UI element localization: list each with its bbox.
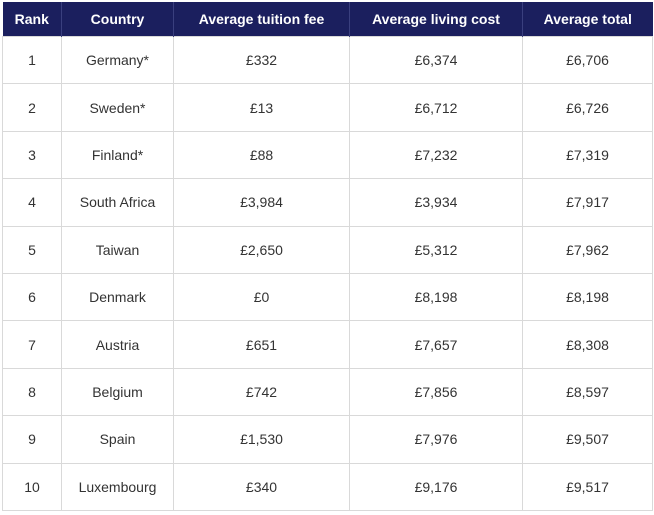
cell-country: Sweden*	[61, 83, 174, 132]
header-country: Country	[61, 2, 174, 37]
header-rank: Rank	[2, 2, 62, 37]
table-row: 1 Germany* £332 £6,374 £6,706	[2, 35, 653, 85]
cell-total: £6,706	[522, 35, 653, 85]
cell-country: Spain	[61, 415, 174, 464]
table-row: 4 South Africa £3,984 £3,934 £7,917	[2, 178, 653, 227]
cell-country: Belgium	[61, 367, 174, 417]
cell-rank: 1	[2, 35, 62, 85]
cell-rank: 8	[2, 367, 62, 417]
cell-total: £7,917	[522, 178, 653, 227]
cell-living-cost: £7,856	[349, 367, 523, 417]
table-row: 3 Finland* £88 £7,232 £7,319	[2, 130, 653, 180]
table-row: 5 Taiwan £2,650 £5,312 £7,962	[2, 225, 653, 274]
cell-rank: 10	[2, 462, 62, 511]
header-total: Average total	[522, 2, 653, 37]
cell-tuition: £3,984	[173, 178, 350, 227]
header-tuition: Average tuition fee	[173, 2, 350, 37]
cell-tuition: £340	[173, 462, 350, 511]
cell-tuition: £1,530	[173, 415, 350, 464]
cell-country: Luxembourg	[61, 462, 174, 511]
cell-living-cost: £9,176	[349, 462, 523, 511]
cell-country: South Africa	[61, 178, 174, 227]
cell-living-cost: £7,232	[349, 130, 523, 180]
cell-total: £9,517	[522, 462, 653, 511]
cell-country: Denmark	[61, 272, 174, 322]
cell-living-cost: £5,312	[349, 225, 523, 274]
cell-living-cost: £6,374	[349, 35, 523, 85]
cell-tuition: £332	[173, 35, 350, 85]
cell-rank: 6	[2, 272, 62, 322]
table-row: 7 Austria £651 £7,657 £8,308	[2, 320, 653, 369]
cell-total: £8,308	[522, 320, 653, 369]
cell-living-cost: £6,712	[349, 83, 523, 132]
table-header-row: Rank Country Average tuition fee Average…	[2, 2, 653, 37]
cell-tuition: £88	[173, 130, 350, 180]
cell-rank: 4	[2, 178, 62, 227]
cell-total: £7,962	[522, 225, 653, 274]
cell-total: £7,319	[522, 130, 653, 180]
cell-country: Taiwan	[61, 225, 174, 274]
cell-rank: 7	[2, 320, 62, 369]
table-row: 2 Sweden* £13 £6,712 £6,726	[2, 83, 653, 132]
cell-living-cost: £7,976	[349, 415, 523, 464]
cell-rank: 3	[2, 130, 62, 180]
table-row: 10 Luxembourg £340 £9,176 £9,517	[2, 462, 653, 511]
cell-total: £8,198	[522, 272, 653, 322]
cell-tuition: £13	[173, 83, 350, 132]
cell-rank: 9	[2, 415, 62, 464]
cell-country: Germany*	[61, 35, 174, 85]
table-body: 1 Germany* £332 £6,374 £6,706 2 Sweden* …	[2, 35, 653, 511]
cell-tuition: £0	[173, 272, 350, 322]
cell-country: Austria	[61, 320, 174, 369]
cell-tuition: £742	[173, 367, 350, 417]
cell-total: £9,507	[522, 415, 653, 464]
cell-rank: 5	[2, 225, 62, 274]
table-row: 9 Spain £1,530 £7,976 £9,507	[2, 415, 653, 464]
cell-rank: 2	[2, 83, 62, 132]
cell-total: £6,726	[522, 83, 653, 132]
cell-country: Finland*	[61, 130, 174, 180]
cell-tuition: £2,650	[173, 225, 350, 274]
table-row: 6 Denmark £0 £8,198 £8,198	[2, 272, 653, 322]
cell-living-cost: £3,934	[349, 178, 523, 227]
table-row: 8 Belgium £742 £7,856 £8,597	[2, 367, 653, 417]
cell-tuition: £651	[173, 320, 350, 369]
cell-living-cost: £8,198	[349, 272, 523, 322]
cell-living-cost: £7,657	[349, 320, 523, 369]
header-living-cost: Average living cost	[349, 2, 523, 37]
cell-total: £8,597	[522, 367, 653, 417]
